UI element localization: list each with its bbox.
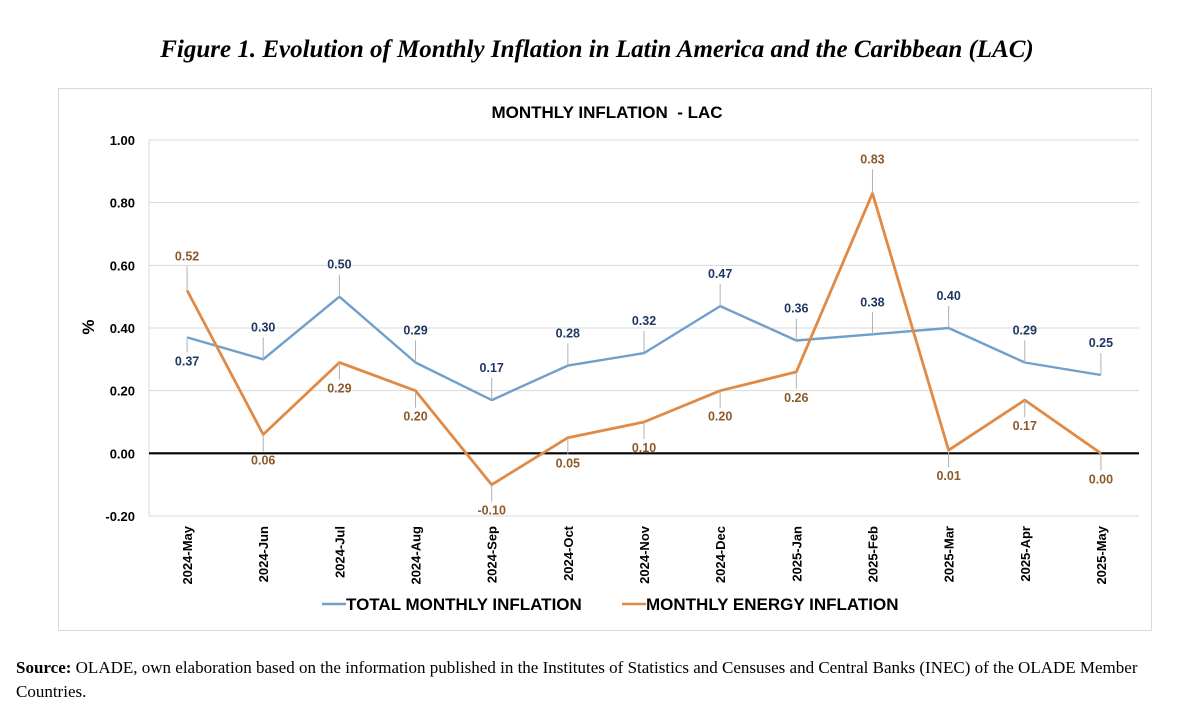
x-tick-label: 2024-May bbox=[180, 525, 195, 584]
y-tick-label: 0.40 bbox=[110, 321, 135, 336]
data-label-layer: 0.37 0.52 0.30 0.06 0.50 0.29 0.29 0.20 0.17 -0.1… bbox=[175, 152, 1113, 517]
x-tick-label: 2025-Apr bbox=[1018, 526, 1033, 582]
data-label-energy: 0.06 bbox=[251, 454, 275, 468]
y-tick-label: 0.80 bbox=[110, 196, 135, 211]
data-label-total: 0.38 bbox=[860, 295, 884, 309]
chart-frame: MONTHLY INFLATION - LAC % -0.20 0.00 0.20 0… bbox=[58, 88, 1152, 631]
figure-title: Figure 1. Evolution of Monthly Inflation… bbox=[160, 36, 1034, 63]
grid-layer bbox=[149, 139, 1139, 517]
data-label-energy: 0.20 bbox=[708, 410, 732, 424]
data-label-energy: 0.00 bbox=[1089, 472, 1113, 486]
legend: TOTAL MONTHLY INFLATION MONTHLY ENERGY IN… bbox=[322, 595, 899, 614]
axis-layer: -0.20 0.00 0.20 0.40 0.60 0.80 1.00 2024-May 202… bbox=[105, 133, 1139, 585]
y-axis-label: % bbox=[79, 319, 98, 334]
data-label-total: 0.37 bbox=[175, 354, 199, 368]
data-label-total: 0.50 bbox=[327, 258, 351, 272]
y-tick-label: 1.00 bbox=[110, 133, 135, 148]
data-label-total: 0.17 bbox=[480, 361, 504, 375]
x-tick-label: 2025-Jan bbox=[789, 526, 804, 582]
data-label-energy: 0.29 bbox=[327, 381, 351, 395]
x-tick-label: 2024-Oct bbox=[561, 525, 576, 581]
legend-label-total: TOTAL MONTHLY INFLATION bbox=[346, 595, 582, 614]
x-tick-label: 2024-Nov bbox=[637, 525, 652, 584]
chart-title: MONTHLY INFLATION - LAC bbox=[491, 103, 722, 122]
data-label-energy: 0.05 bbox=[556, 457, 580, 471]
data-label-energy: -0.10 bbox=[477, 504, 506, 518]
source-note: Source: OLADE, own elaboration based on … bbox=[16, 656, 1186, 704]
y-tick-label: 0.00 bbox=[110, 446, 135, 461]
x-tick-label: 2024-Sep bbox=[485, 526, 500, 583]
x-tick-label: 2024-Aug bbox=[409, 526, 424, 585]
data-label-energy: 0.17 bbox=[1013, 419, 1037, 433]
x-tick-label: 2024-Jun bbox=[256, 526, 271, 582]
source-label: Source: bbox=[16, 658, 72, 677]
data-label-total: 0.40 bbox=[936, 289, 960, 303]
legend-label-energy: MONTHLY ENERGY INFLATION bbox=[646, 595, 899, 614]
data-label-energy: 0.52 bbox=[175, 249, 199, 263]
y-tick-label: 0.20 bbox=[110, 384, 135, 399]
x-tick-label: 2025-May bbox=[1094, 525, 1109, 584]
inflation-line-chart: MONTHLY INFLATION - LAC % -0.200.000.200… bbox=[79, 103, 1139, 614]
x-tick-label: 2024-Dec bbox=[713, 526, 728, 583]
data-label-total: 0.30 bbox=[251, 320, 275, 334]
data-label-total: 0.32 bbox=[632, 314, 656, 328]
y-tick-label: 0.60 bbox=[110, 258, 135, 273]
data-label-total: 0.36 bbox=[784, 302, 808, 316]
data-label-total: 0.29 bbox=[1013, 323, 1037, 337]
x-tick-label: 2025-Mar bbox=[942, 526, 957, 582]
data-label-total: 0.47 bbox=[708, 267, 732, 281]
data-label-energy: 0.10 bbox=[632, 441, 656, 455]
data-label-energy: 0.26 bbox=[784, 391, 808, 405]
data-label-energy: 0.20 bbox=[403, 410, 427, 424]
data-label-energy: 0.01 bbox=[936, 469, 960, 483]
data-label-total: 0.28 bbox=[556, 327, 580, 341]
y-tick-label: -0.20 bbox=[105, 509, 135, 524]
data-label-total: 0.25 bbox=[1089, 336, 1113, 350]
x-tick-label: 2024-Jul bbox=[332, 526, 347, 578]
source-text: OLADE, own elaboration based on the info… bbox=[16, 658, 1138, 701]
data-label-energy: 0.83 bbox=[860, 152, 884, 166]
x-tick-label: 2025-Feb bbox=[865, 526, 880, 582]
data-label-total: 0.29 bbox=[403, 323, 427, 337]
